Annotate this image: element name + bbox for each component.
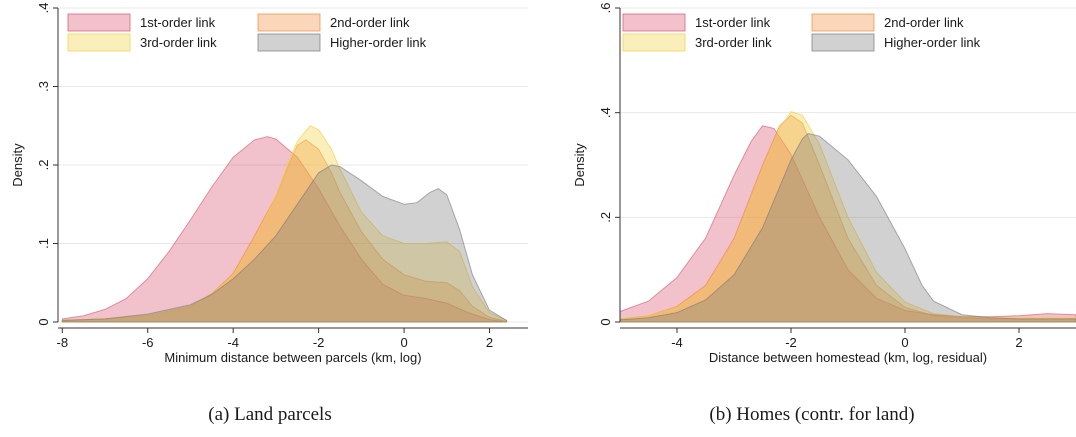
legend-swatch-1st-order-link [67,13,131,32]
panel-homes: 0 .2 .4 .6 -4 -2 0 2 Distance between homestead … [572,3,1076,365]
y-axis-label: Density [10,143,25,187]
x-tick-label: 0 [400,335,407,350]
density-area-1st-order-link [619,125,1076,323]
legend-label-2nd-order-link: 2nd-order link [330,15,410,30]
x-axis-label: Minimum distance between parcels (km, lo… [164,350,421,365]
x-tick-label: -8 [56,335,68,350]
panel-land-parcels: 0 .1 .2 .3 .4 -8 -6 -4 -2 0 2 Minimum distance betw… [10,3,528,365]
y-tick-label: .2 [36,160,51,171]
legend-swatch-2nd-order-link [811,13,875,32]
y-axis-label: Density [572,143,587,187]
y-tick-label: .4 [598,107,613,118]
legend-swatch-2nd-order-link [257,13,321,32]
y-tick-label: 0 [36,318,51,325]
legend-label-1st-order-link: 1st-order link [695,15,771,30]
x-tick-label: 2 [486,335,493,350]
legend-label-1st-order-link: 1st-order link [140,15,216,30]
y-tick-label: .2 [598,212,613,223]
caption-panel-a: (a) Land parcels [208,404,331,425]
caption-panel-b: (b) Homes (contr. for land) [709,404,914,425]
legend-label-3rd-order-link: 3rd-order link [695,35,772,50]
x-tick-label: 2 [1015,335,1022,350]
legend-label-higher-order-link: Higher-order link [330,35,427,50]
legend-label-3rd-order-link: 3rd-order link [140,35,217,50]
y-tick-label: 0 [598,318,613,325]
y-tick-label: .1 [36,238,51,249]
y-tick-label: .6 [598,3,613,14]
legend-label-2nd-order-link: 2nd-order link [884,15,964,30]
legend-swatch-3rd-order-link [622,33,686,52]
legend-swatch-higher-order-link [811,33,875,52]
x-tick-label: 0 [901,335,908,350]
y-tick-label: .4 [36,3,51,14]
legend-swatch-higher-order-link [257,33,321,52]
x-tick-label: -2 [785,335,797,350]
x-axis-label: Distance between homestead (km, log, res… [709,350,987,365]
x-tick-label: -4 [671,335,683,350]
legend: 1st-order link 2nd-order link 3rd-order li… [622,13,981,52]
density-area-higher-order-link [61,164,508,323]
legend: 1st-order link 2nd-order link 3rd-order li… [67,13,427,52]
x-tick-label: -2 [313,335,325,350]
legend-label-higher-order-link: Higher-order link [884,35,981,50]
x-tick-label: -4 [227,335,239,350]
density-area-higher-order-link [619,133,1076,323]
x-tick-label: -6 [142,335,154,350]
legend-swatch-1st-order-link [622,13,686,32]
y-tick-label: .3 [36,81,51,92]
density-area-1st-order-link [61,136,503,323]
density-area-3rd-order-link [619,111,1076,323]
legend-swatch-3rd-order-link [67,33,131,52]
